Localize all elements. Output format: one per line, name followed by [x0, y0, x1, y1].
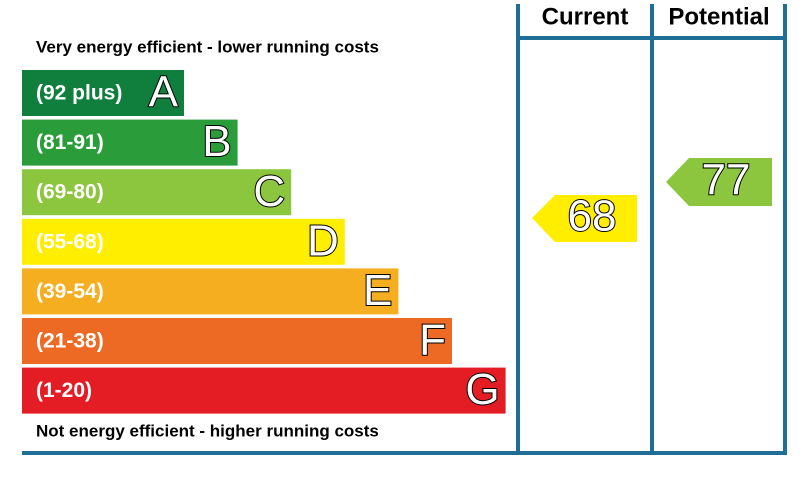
band-bar	[22, 169, 292, 216]
band-range: (69-80)	[36, 181, 104, 204]
band-letter: A	[149, 68, 179, 117]
band-range: (1-20)	[36, 379, 92, 402]
potential-arrow	[666, 158, 772, 206]
band-letter: F	[419, 316, 446, 365]
column-header: Potential	[668, 3, 769, 30]
band-bar	[22, 367, 506, 414]
band-range: (21-38)	[36, 330, 104, 353]
band-letter: D	[307, 216, 339, 265]
potential-score: 77	[702, 156, 751, 205]
band-bar	[22, 268, 399, 315]
current-arrow	[532, 195, 637, 242]
band-letter: E	[363, 266, 392, 315]
band-range: (92 plus)	[36, 82, 122, 105]
bottom-note: Not energy efficient - higher running co…	[36, 421, 379, 440]
top-note: Very energy efficient - lower running co…	[36, 37, 379, 56]
band-bar	[22, 119, 238, 166]
band-letter: C	[253, 167, 285, 216]
band-bar	[22, 318, 452, 364]
band-letter: G	[465, 365, 499, 414]
band-range: (55-68)	[36, 230, 104, 253]
column-header: Current	[542, 3, 629, 30]
band-bar	[22, 70, 184, 116]
band-range: (81-91)	[36, 131, 104, 154]
band-bar	[22, 218, 345, 265]
band-range: (39-54)	[36, 280, 104, 303]
band-letter: B	[202, 117, 231, 166]
current-score: 68	[568, 192, 617, 241]
